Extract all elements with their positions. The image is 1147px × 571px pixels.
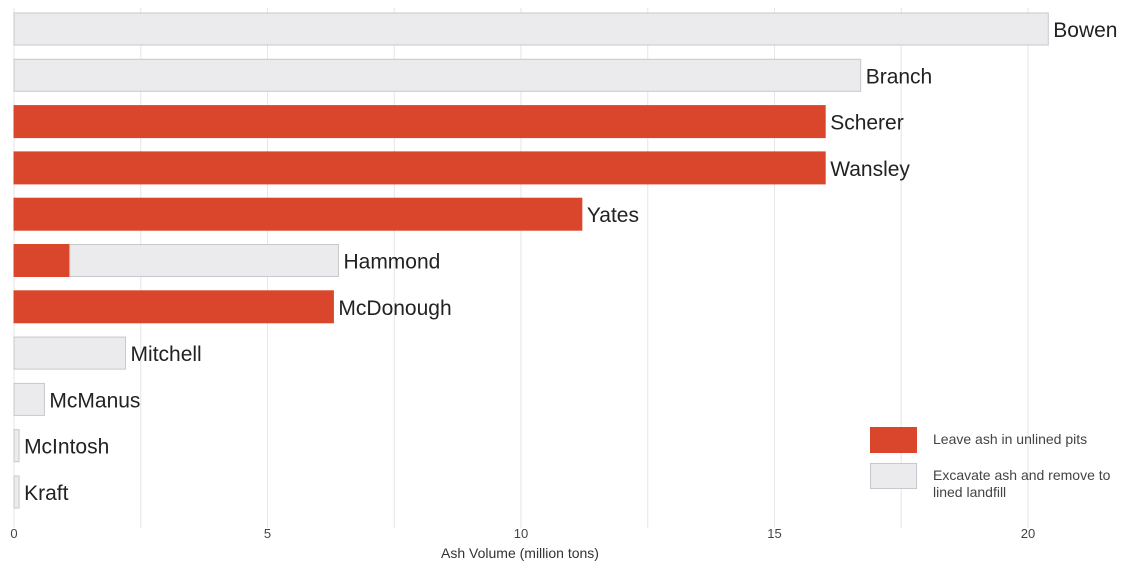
bar-mitchell-excavate [13, 336, 127, 370]
bar-wansley-unlined [13, 151, 826, 185]
x-tick-label-20: 20 [1021, 526, 1035, 541]
bar-hammond-unlined [13, 244, 71, 277]
bar-label-mcmanus: McManus [49, 389, 140, 412]
x-tick-label-10: 10 [514, 526, 528, 541]
x-axis-title: Ash Volume (million tons) [441, 545, 599, 561]
legend-swatch-excavate [870, 463, 917, 489]
x-ticks: 0 5 10 15 20 [10, 526, 1035, 541]
bars [13, 12, 1049, 509]
bar-labels: Bowen Branch Scherer Wansley Yates Hammond McD… [24, 19, 1117, 505]
bar-label-bowen: Bowen [1053, 19, 1117, 42]
x-tick-label-0: 0 [10, 526, 17, 541]
bar-label-kraft: Kraft [24, 482, 69, 505]
bar-label-branch: Branch [866, 65, 933, 88]
legend-swatch-unlined [870, 427, 917, 453]
grid-lines [13, 8, 1029, 528]
bar-kraft-excavate [13, 475, 20, 509]
legend-item-excavate: Excavate ash and remove to lined landfil… [870, 463, 1147, 501]
bar-scherer-unlined [13, 105, 826, 139]
legend: Leave ash in unlined pits Excavate ash a… [870, 427, 1147, 511]
bar-branch-excavate [13, 58, 862, 92]
bar-label-mcdonough: McDonough [338, 297, 451, 320]
bar-label-wansley: Wansley [830, 158, 910, 181]
legend-label-unlined: Leave ash in unlined pits [933, 431, 1088, 447]
bar-mcdonough-unlined [13, 290, 334, 324]
legend-label-excavate: Excavate ash and remove to lined landfil… [933, 467, 1111, 500]
bar-bowen-excavate [13, 12, 1049, 46]
bar-mcintosh-excavate [13, 429, 20, 463]
bar-label-hammond: Hammond [343, 251, 440, 274]
bar-label-yates: Yates [587, 204, 639, 227]
bar-mcmanus-excavate [13, 382, 45, 416]
legend-item-unlined: Leave ash in unlined pits [870, 427, 1147, 453]
bar-hammond-excavate [69, 244, 339, 277]
bar-label-mitchell: Mitchell [131, 343, 202, 366]
x-tick-label-5: 5 [264, 526, 271, 541]
bar-label-scherer: Scherer [830, 112, 904, 135]
x-tick-label-15: 15 [767, 526, 781, 541]
bar-label-mcintosh: McIntosh [24, 436, 109, 459]
bar-yates-unlined [13, 197, 583, 231]
